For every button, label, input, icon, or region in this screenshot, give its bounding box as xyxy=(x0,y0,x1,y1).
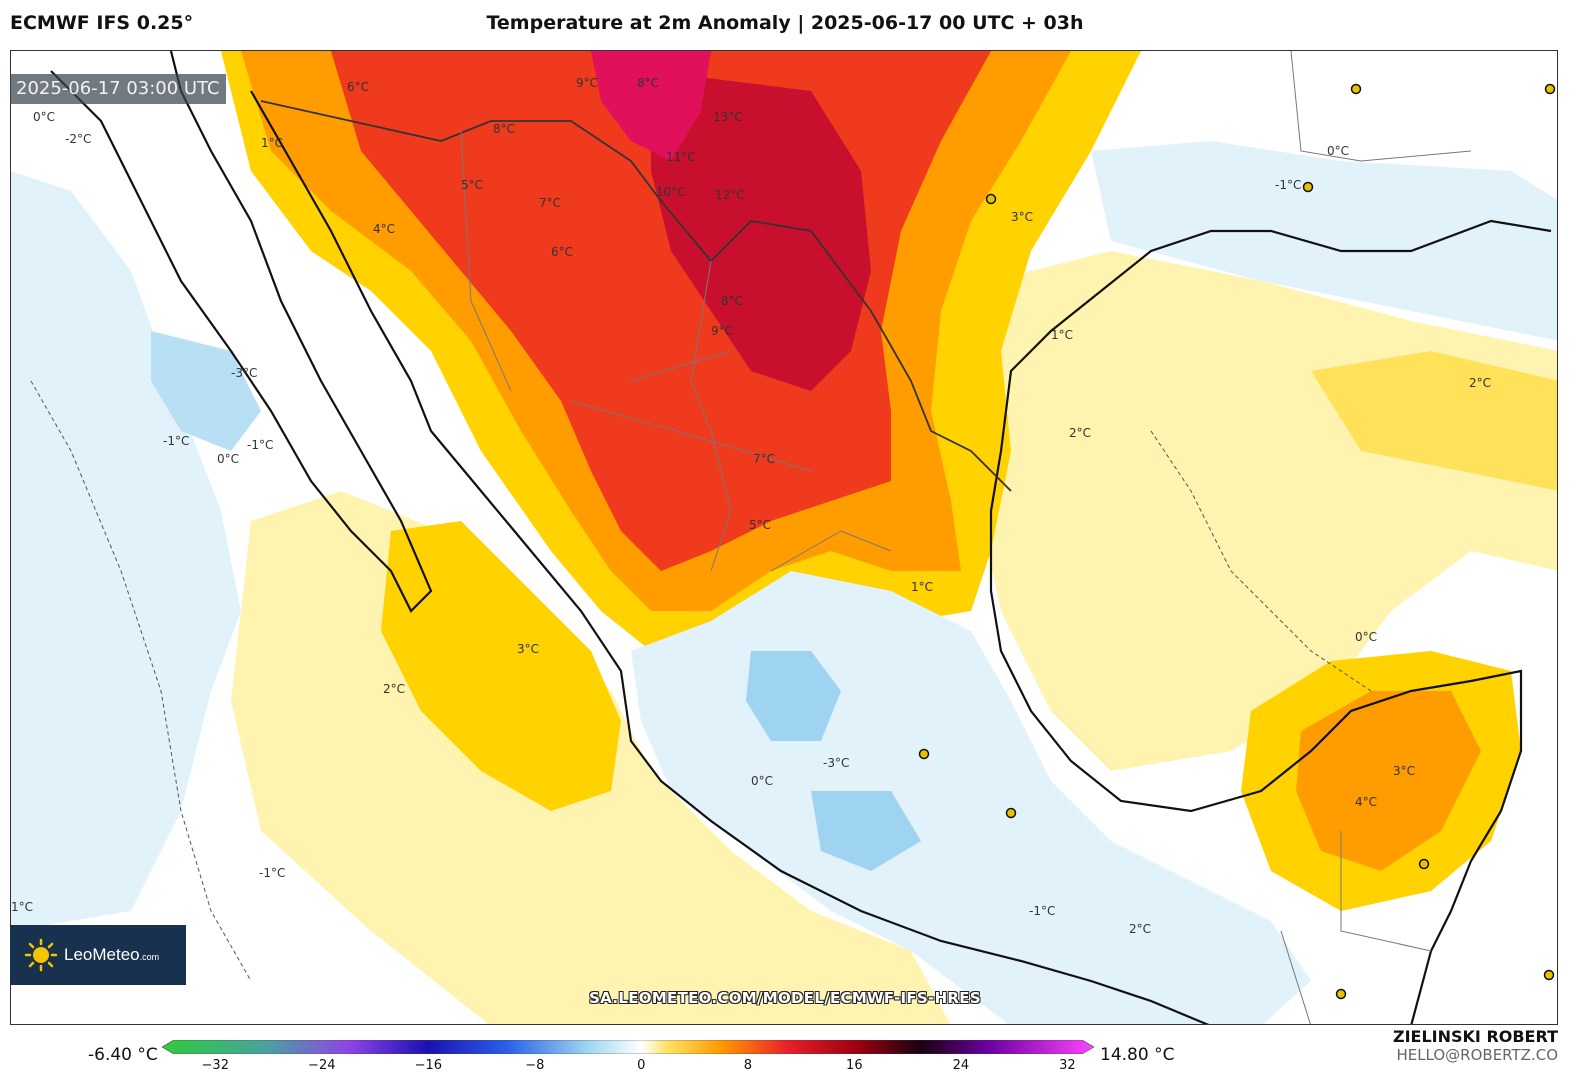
colorbar-tick-label: 0 xyxy=(637,1058,646,1073)
contour-label: -3°C xyxy=(231,366,257,380)
warm-plume-core xyxy=(651,71,871,391)
author-email: HELLO@ROBERTZ.CO xyxy=(1396,1046,1558,1064)
colorbar-tick-label: 24 xyxy=(952,1058,970,1073)
contour-label: 7°C xyxy=(753,452,775,466)
contour-label: 3°C xyxy=(517,642,539,656)
contour-label: 9°C xyxy=(711,324,733,338)
zero-contour-west xyxy=(30,380,252,982)
cool-blue-baja xyxy=(151,331,261,451)
contour-label: 0°C xyxy=(217,452,239,466)
contour-label: 2°C xyxy=(1129,922,1151,936)
leometeo-logo[interactable]: LeoMeteo .com xyxy=(10,925,186,985)
contour-label: 13°C xyxy=(713,110,743,124)
coastline-mainland xyxy=(250,90,1210,1024)
colorbar-tick-label: 8 xyxy=(743,1058,752,1073)
contour-label: 8°C xyxy=(721,294,743,308)
city-marker[interactable] xyxy=(1302,181,1314,193)
contour-label: 1°C xyxy=(261,136,283,150)
warm-yellow-pacific xyxy=(381,521,621,811)
colorbar-ticks: −32 −24 −16 −8 0 8 16 24 32 xyxy=(0,1058,1570,1076)
contour-label: -3°C xyxy=(823,756,849,770)
colorbar-tick-label: 16 xyxy=(846,1058,863,1073)
contour-label: -2°C xyxy=(65,132,91,146)
colorbar-tick-label: −32 xyxy=(201,1058,229,1073)
contour-label: 9°C xyxy=(576,76,598,90)
logo-suffix: .com xyxy=(139,952,160,962)
contour-label: 5°C xyxy=(749,518,771,532)
zero-contour-east xyxy=(1150,430,1372,692)
warm-yucatan-inner xyxy=(1296,691,1481,871)
city-marker[interactable] xyxy=(1418,858,1430,870)
cool-anomaly-gulf-east xyxy=(1091,141,1557,341)
city-marker[interactable] xyxy=(918,748,930,760)
author-name: ZIELINSKI ROBERT xyxy=(1392,1027,1558,1046)
city-marker[interactable] xyxy=(1005,807,1017,819)
contour-label: 1°C xyxy=(11,900,33,914)
contour-label: 2°C xyxy=(383,682,405,696)
contour-labels: 13°C 12°C 11°C 10°C 9°C 9°C 8°C 8°C 8°C … xyxy=(11,76,1491,936)
source-url: SA.LEOMETEO.COM/MODEL/ECMWF-IFS-HRES xyxy=(589,989,981,1007)
city-marker[interactable] xyxy=(1350,83,1362,95)
contour-label: 3°C xyxy=(1393,764,1415,778)
contour-label: -1°C xyxy=(259,866,285,880)
cool-blue-pocket-2 xyxy=(811,791,921,871)
contour-label: 8°C xyxy=(493,122,515,136)
logo-text: LeoMeteo xyxy=(64,945,140,964)
contour-label: 8°C xyxy=(637,76,659,90)
city-markers xyxy=(918,83,1556,1000)
colorbar-tick-label: −8 xyxy=(525,1058,545,1073)
sun-icon xyxy=(24,938,58,972)
colorbar-max-label: 14.80 °C xyxy=(1100,1045,1175,1065)
model-name: ECMWF IFS 0.25° xyxy=(10,12,194,34)
contour-label: 12°C xyxy=(715,188,745,202)
contour-label: 1°C xyxy=(1051,328,1073,342)
city-marker[interactable] xyxy=(985,193,997,205)
contour-label: -1°C xyxy=(1275,178,1301,192)
city-marker[interactable] xyxy=(1543,969,1555,981)
cool-blue-pocket-1 xyxy=(746,651,841,741)
contour-label: 0°C xyxy=(33,110,55,124)
coastline-pacific xyxy=(50,51,433,613)
contour-label: 5°C xyxy=(461,178,483,192)
city-marker[interactable] xyxy=(1544,83,1556,95)
contour-label: 6°C xyxy=(347,80,369,94)
contour-label: 2°C xyxy=(1069,426,1091,440)
contour-label: 11°C xyxy=(666,150,696,164)
contour-label: 3°C xyxy=(1011,210,1033,224)
contour-label: 2°C xyxy=(1469,376,1491,390)
contour-label: -1°C xyxy=(163,434,189,448)
valid-time-badge: 2025-06-17 03:00 UTC xyxy=(10,74,226,104)
contour-label: 4°C xyxy=(1355,795,1377,809)
contour-label: 4°C xyxy=(373,222,395,236)
state-borders xyxy=(460,51,1472,1024)
contour-label: 7°C xyxy=(539,196,561,210)
colorbar-tick-label: −16 xyxy=(414,1058,442,1073)
warm-yellow-gulf xyxy=(1311,351,1557,491)
city-marker[interactable] xyxy=(1335,988,1347,1000)
map-title: Temperature at 2m Anomaly | 2025-06-17 0… xyxy=(486,12,1084,34)
contour-label: 6°C xyxy=(551,245,573,259)
coastline-gulf xyxy=(989,219,1552,1024)
border-us-mexico xyxy=(260,100,1012,492)
map-canvas: 13°C 12°C 11°C 10°C 9°C 9°C 8°C 8°C 8°C … xyxy=(11,51,1557,1024)
contour-label: 10°C xyxy=(656,185,686,199)
colorbar-min-label: -6.40 °C xyxy=(88,1045,158,1065)
contour-label: -1°C xyxy=(247,438,273,452)
colorbar-tick-label: 32 xyxy=(1059,1058,1076,1073)
contour-label: 0°C xyxy=(751,774,773,788)
contour-label: 0°C xyxy=(1327,144,1349,158)
author-block: ZIELINSKI ROBERT HELLO@ROBERTZ.CO xyxy=(1393,1027,1558,1065)
colorbar-tick-label: −24 xyxy=(308,1058,336,1073)
contour-label: -1°C xyxy=(1029,904,1055,918)
colorbar-scale xyxy=(162,1040,1094,1054)
map-area[interactable]: 13°C 12°C 11°C 10°C 9°C 9°C 8°C 8°C 8°C … xyxy=(10,50,1558,1025)
contour-label: 0°C xyxy=(1355,630,1377,644)
contour-label: 1°C xyxy=(911,580,933,594)
cool-anomaly-west-pacific xyxy=(11,171,241,931)
colorbar xyxy=(162,1040,1094,1054)
warm-plume-magenta xyxy=(591,51,711,161)
